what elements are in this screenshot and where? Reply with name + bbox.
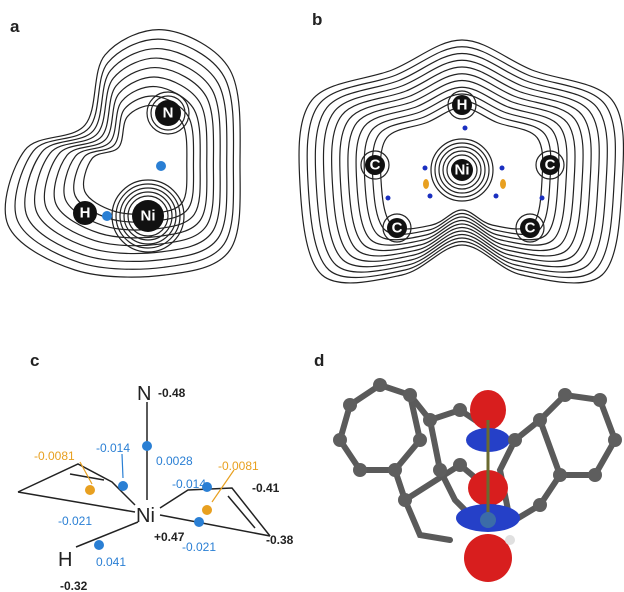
atom-label: Ni xyxy=(136,505,155,527)
atom-label: H xyxy=(80,205,91,222)
atom-label: N xyxy=(163,105,174,122)
critical-point xyxy=(540,196,545,201)
ring-point xyxy=(500,179,506,189)
critical-point xyxy=(463,126,468,131)
ellipticity: -0.0081 xyxy=(218,459,259,473)
charge: -0.32 xyxy=(60,579,88,592)
ellipticity: -0.021 xyxy=(58,514,92,528)
panel-label: c xyxy=(30,351,39,370)
atom-label: H xyxy=(58,549,72,571)
critical-point xyxy=(386,196,391,201)
critical-points-c xyxy=(85,441,212,550)
contour xyxy=(35,58,221,253)
critical-point xyxy=(102,211,112,221)
atom-label: C xyxy=(370,157,381,174)
critical-point xyxy=(423,166,428,171)
ellipticity: -0.014 xyxy=(172,477,206,491)
contours-a: N H Ni xyxy=(5,30,240,277)
critical-point xyxy=(428,194,433,199)
atom-label: C xyxy=(525,220,536,237)
critical-point xyxy=(494,194,499,199)
panel-label: b xyxy=(312,10,322,29)
atom-label: Ni xyxy=(141,208,156,225)
charge: -0.38 xyxy=(266,533,294,547)
panel-label: d xyxy=(314,351,324,370)
charge: -0.48 xyxy=(158,386,186,400)
atom-label: H xyxy=(457,97,468,114)
molecule-d xyxy=(333,378,622,582)
ellipticity: -0.021 xyxy=(182,540,216,554)
charge: +0.47 xyxy=(154,530,185,544)
atom-label: C xyxy=(545,157,556,174)
ring-point xyxy=(423,179,429,189)
critical-point xyxy=(500,166,505,171)
ellipticity: 0.0028 xyxy=(156,454,193,468)
ellipticity: 0.041 xyxy=(96,555,126,569)
atom-label: Ni xyxy=(455,162,470,179)
ellipticity: -0.014 xyxy=(96,441,130,455)
figure: a b c d N H Ni H Ni C C C C N -0.48 -0.0081 -0.… xyxy=(0,0,624,592)
contours-b: H Ni C C C C xyxy=(299,40,624,283)
panel-label: a xyxy=(10,17,20,36)
critical-point xyxy=(156,161,166,171)
atom-label: N xyxy=(137,383,151,405)
ellipticity: -0.0081 xyxy=(34,449,75,463)
charge: -0.41 xyxy=(252,481,280,495)
atom-label: C xyxy=(392,220,403,237)
